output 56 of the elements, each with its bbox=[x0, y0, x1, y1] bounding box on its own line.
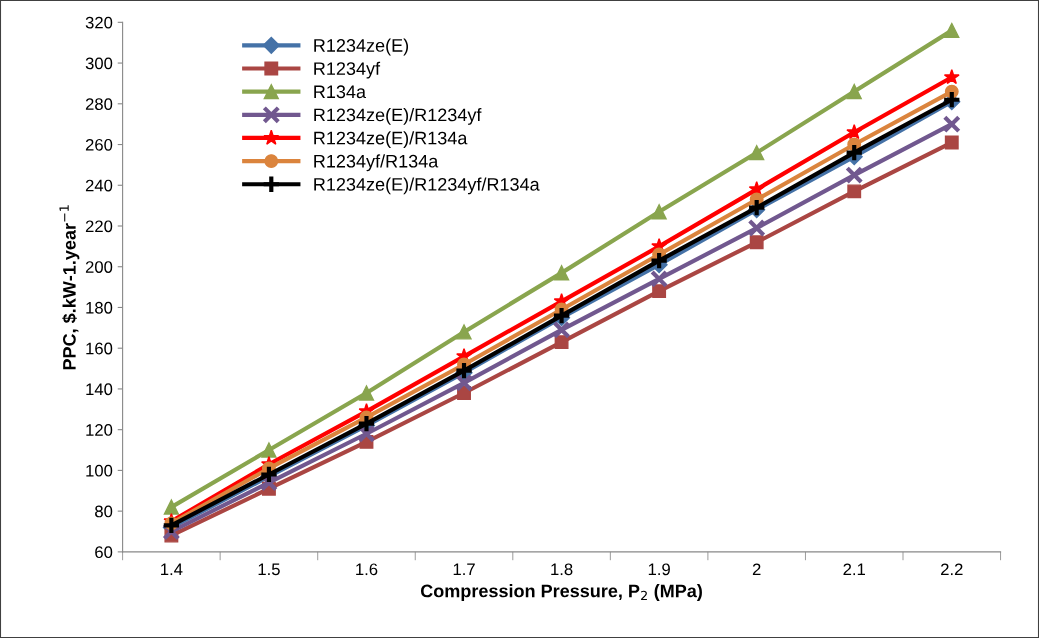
point bbox=[261, 442, 277, 458]
y-axis-title: PPC, $.kW-1.year$^{−1}$ bbox=[59, 205, 80, 370]
point bbox=[847, 184, 862, 199]
point bbox=[846, 123, 863, 140]
legend-label: R1234ze(E)/R134a bbox=[314, 131, 468, 149]
y-tick-label: 80 bbox=[95, 505, 113, 518]
x-tick-label: 1.8 bbox=[551, 563, 573, 576]
point bbox=[454, 373, 474, 392]
point bbox=[554, 335, 569, 350]
point bbox=[845, 166, 864, 185]
point bbox=[846, 83, 862, 100]
point bbox=[942, 115, 961, 134]
y-tick-label: 260 bbox=[85, 138, 113, 151]
y-tick-label: 120 bbox=[86, 424, 113, 436]
point bbox=[456, 324, 472, 340]
point bbox=[747, 219, 766, 238]
point bbox=[844, 142, 864, 163]
y-tick-label: 140 bbox=[86, 383, 113, 396]
point bbox=[649, 250, 669, 271]
point bbox=[650, 269, 669, 288]
y-tick-label: 320 bbox=[85, 16, 113, 29]
x-axis-title: Compression Pressure, P$_{2}$ (MPa) bbox=[420, 584, 702, 601]
point bbox=[944, 22, 960, 39]
point bbox=[163, 499, 180, 515]
point bbox=[651, 204, 667, 220]
y-tick-label: 60 bbox=[95, 546, 113, 559]
point bbox=[749, 145, 765, 161]
x-tick-label: 2.2 bbox=[941, 563, 963, 576]
legend-label: R1234ze(E)/R1234yf/R134a bbox=[314, 177, 540, 195]
y-tick-label: 280 bbox=[85, 98, 113, 110]
point bbox=[358, 385, 375, 401]
x-tick-label: 2.1 bbox=[843, 563, 865, 576]
x-tick-label: 1.6 bbox=[356, 563, 378, 576]
legend-label: R1234yf/R134a bbox=[314, 154, 439, 172]
y-tick-label: 240 bbox=[85, 179, 113, 192]
point bbox=[652, 284, 667, 299]
point bbox=[749, 235, 764, 250]
point bbox=[552, 320, 571, 339]
point bbox=[944, 135, 959, 150]
y-tick-label: 160 bbox=[86, 342, 113, 355]
y-tick-label: 100 bbox=[86, 464, 113, 477]
legend-label: R134a bbox=[314, 85, 367, 99]
x-tick-label: 1.7 bbox=[453, 563, 475, 576]
x-tick-label: 1.4 bbox=[161, 563, 183, 576]
y-tick-label: 200 bbox=[85, 261, 113, 273]
legend-label: R1234ze(E) bbox=[314, 38, 409, 56]
point bbox=[553, 265, 570, 281]
legend-label: R1234yf bbox=[314, 61, 381, 79]
x-tick-label: 1.9 bbox=[648, 563, 670, 576]
x-tick-label: 1.5 bbox=[258, 563, 280, 576]
legend-label: R1234ze(E)/R1234yf bbox=[314, 108, 482, 125]
point bbox=[943, 68, 960, 85]
y-tick-label: 180 bbox=[86, 301, 113, 314]
y-tick-label: 300 bbox=[85, 57, 113, 70]
x-tick-label: 2 bbox=[752, 563, 761, 576]
y-tick-label: 220 bbox=[85, 220, 113, 233]
